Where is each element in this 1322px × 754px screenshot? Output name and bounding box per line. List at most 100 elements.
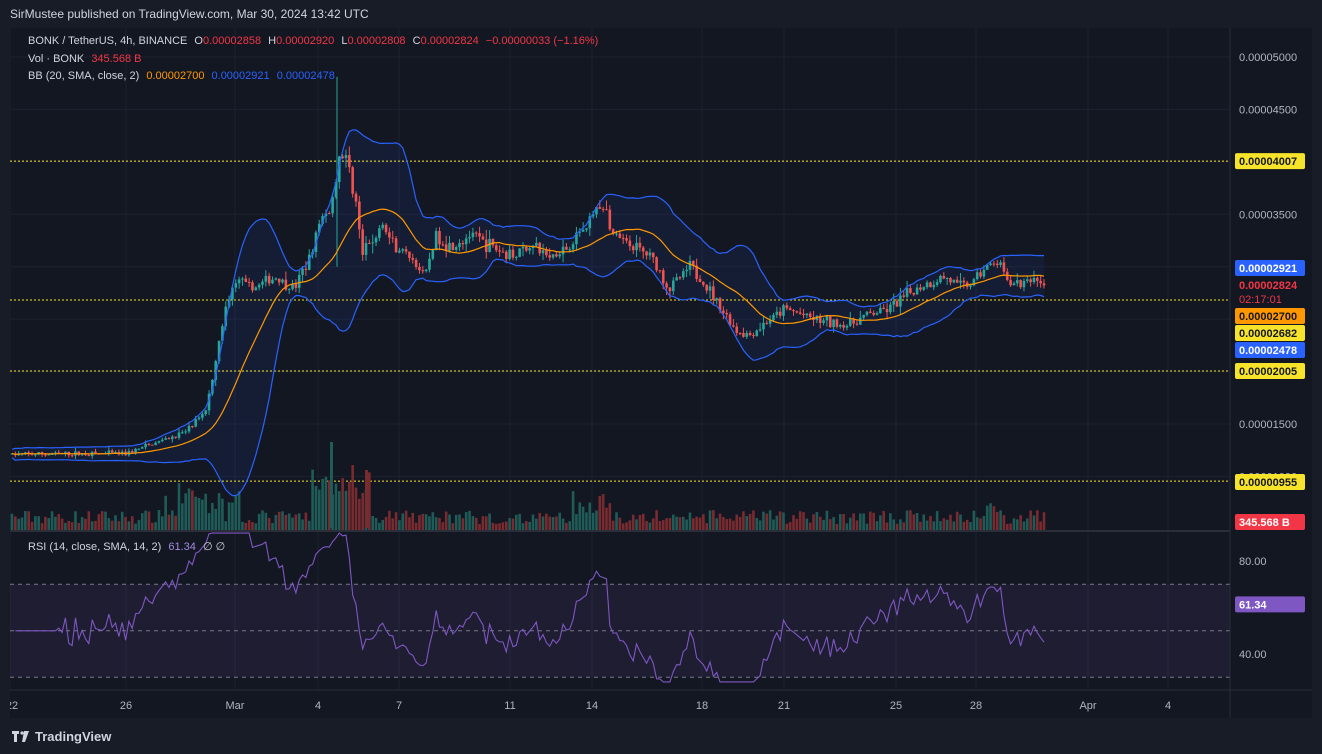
candle-body: [591, 214, 595, 217]
candle-body: [859, 317, 862, 325]
volume-bar: [798, 511, 802, 530]
volume-bar: [451, 523, 455, 530]
volume-bar: [231, 502, 234, 530]
volume-bar: [371, 516, 374, 530]
candle-body: [515, 256, 518, 258]
candle-body: [338, 156, 341, 182]
top-bar: SirMustee published on TradingView.com, …: [0, 0, 1322, 28]
volume-label[interactable]: Vol · BONK: [28, 53, 85, 65]
rsi-label[interactable]: RSI (14, close, SMA, 14, 2): [28, 541, 162, 553]
volume-bar: [738, 517, 742, 530]
volume-bar: [782, 512, 785, 530]
bb-lower-line: [11, 258, 1045, 497]
volume-bar: [127, 521, 131, 530]
volume-bar: [197, 497, 201, 530]
volume-bar: [955, 511, 959, 530]
volume-bar: [1029, 510, 1032, 530]
last-price-bg: [1235, 277, 1305, 307]
candle-body: [394, 238, 398, 253]
volume-bar: [441, 522, 445, 530]
volume-bar: [324, 476, 328, 530]
volume-bar: [905, 510, 909, 530]
volume-bar: [775, 515, 779, 530]
candle-body: [341, 156, 344, 159]
candle-body: [1026, 279, 1029, 281]
candle-body: [204, 410, 208, 414]
volume-bar: [351, 465, 354, 530]
volume-bar: [735, 514, 739, 530]
volume-legend[interactable]: Vol · BONK 345.568 B: [28, 53, 141, 65]
candle-body: [154, 442, 157, 446]
chart-area[interactable]: 0.00005000 0.00004500 0.00003500 0.00001500…: [10, 28, 1312, 718]
volume-bar: [474, 517, 478, 530]
candle-body: [949, 277, 952, 283]
candle-body: [892, 300, 896, 305]
candle-body: [935, 282, 939, 285]
volume-bar: [84, 518, 87, 530]
candle-body: [324, 213, 328, 217]
rsi-legend[interactable]: RSI (14, close, SMA, 14, 2) 61.34 ∅ ∅: [28, 540, 225, 553]
volume-bar: [501, 522, 505, 530]
candle-body: [865, 311, 869, 315]
volume-bar: [381, 519, 385, 530]
candle-body: [798, 312, 802, 314]
volume-bar: [655, 510, 658, 530]
candle-body: [247, 281, 251, 283]
candle-body: [848, 318, 852, 326]
chart-canvas[interactable]: 0.00005000 0.00004500 0.00003500 0.00001500…: [10, 28, 1312, 718]
volume-bar: [504, 521, 508, 530]
bb-legend[interactable]: BB (20, SMA, close, 2) 0.00002700 0.0000…: [28, 70, 335, 82]
candle-body: [782, 305, 785, 316]
candle-body: [822, 320, 825, 323]
close-value: 0.00002824: [420, 35, 479, 47]
volume-bar: [695, 516, 698, 530]
volume-bar: [702, 514, 705, 530]
candle-body: [962, 280, 966, 283]
volume-bar: [568, 521, 572, 530]
candle-body: [792, 310, 795, 312]
candle-body: [885, 308, 889, 313]
volume-bar: [388, 510, 391, 530]
volume-bar: [935, 511, 939, 530]
candle-body: [157, 441, 161, 443]
bb-label[interactable]: BB (20, SMA, close, 2): [28, 70, 140, 82]
volume-bar: [468, 510, 471, 530]
price-tag-4007: 0.00004007: [1239, 156, 1297, 168]
tradingview-logo[interactable]: TradingView: [12, 729, 111, 744]
candle-body: [838, 324, 842, 327]
volume-bar: [160, 516, 164, 530]
volume-bar: [464, 512, 468, 530]
volume-bar: [30, 521, 34, 530]
candle-body: [905, 288, 909, 297]
volume-bar: [551, 517, 555, 530]
candle-body: [802, 313, 805, 316]
candle-body: [201, 413, 204, 418]
volume-bar: [965, 519, 969, 530]
candle-body: [578, 231, 582, 233]
volume-bar: [845, 523, 849, 530]
price-tag-2005-bg: [1235, 363, 1305, 380]
candle-body: [47, 454, 51, 456]
candle-body: [494, 245, 498, 251]
candle-body: [211, 379, 214, 394]
candle-body: [755, 330, 759, 337]
candle-body: [224, 306, 228, 327]
candle-body: [144, 443, 147, 448]
candle-body: [738, 332, 742, 334]
volume-bar: [391, 518, 395, 530]
volume-bar: [685, 519, 688, 530]
volume-bar: [87, 511, 91, 530]
symbol-name[interactable]: BONK / TetherUS, 4h, BINANCE: [28, 35, 188, 47]
volume-bar: [578, 502, 582, 530]
volume-bar: [57, 514, 61, 530]
rsi-tag-bg: [1235, 596, 1305, 613]
candle-body: [351, 167, 354, 194]
volume-bar: [939, 521, 942, 530]
price-tag-955: 0.00000955: [1239, 477, 1297, 489]
volume-bar: [374, 517, 378, 530]
symbol-legend[interactable]: BONK / TetherUS, 4h, BINANCE O0.00002858…: [28, 35, 598, 47]
volume-bar: [585, 512, 588, 530]
candle-body: [110, 450, 114, 453]
price-tag-4007-bg: [1235, 153, 1305, 170]
candle-body: [715, 298, 718, 301]
